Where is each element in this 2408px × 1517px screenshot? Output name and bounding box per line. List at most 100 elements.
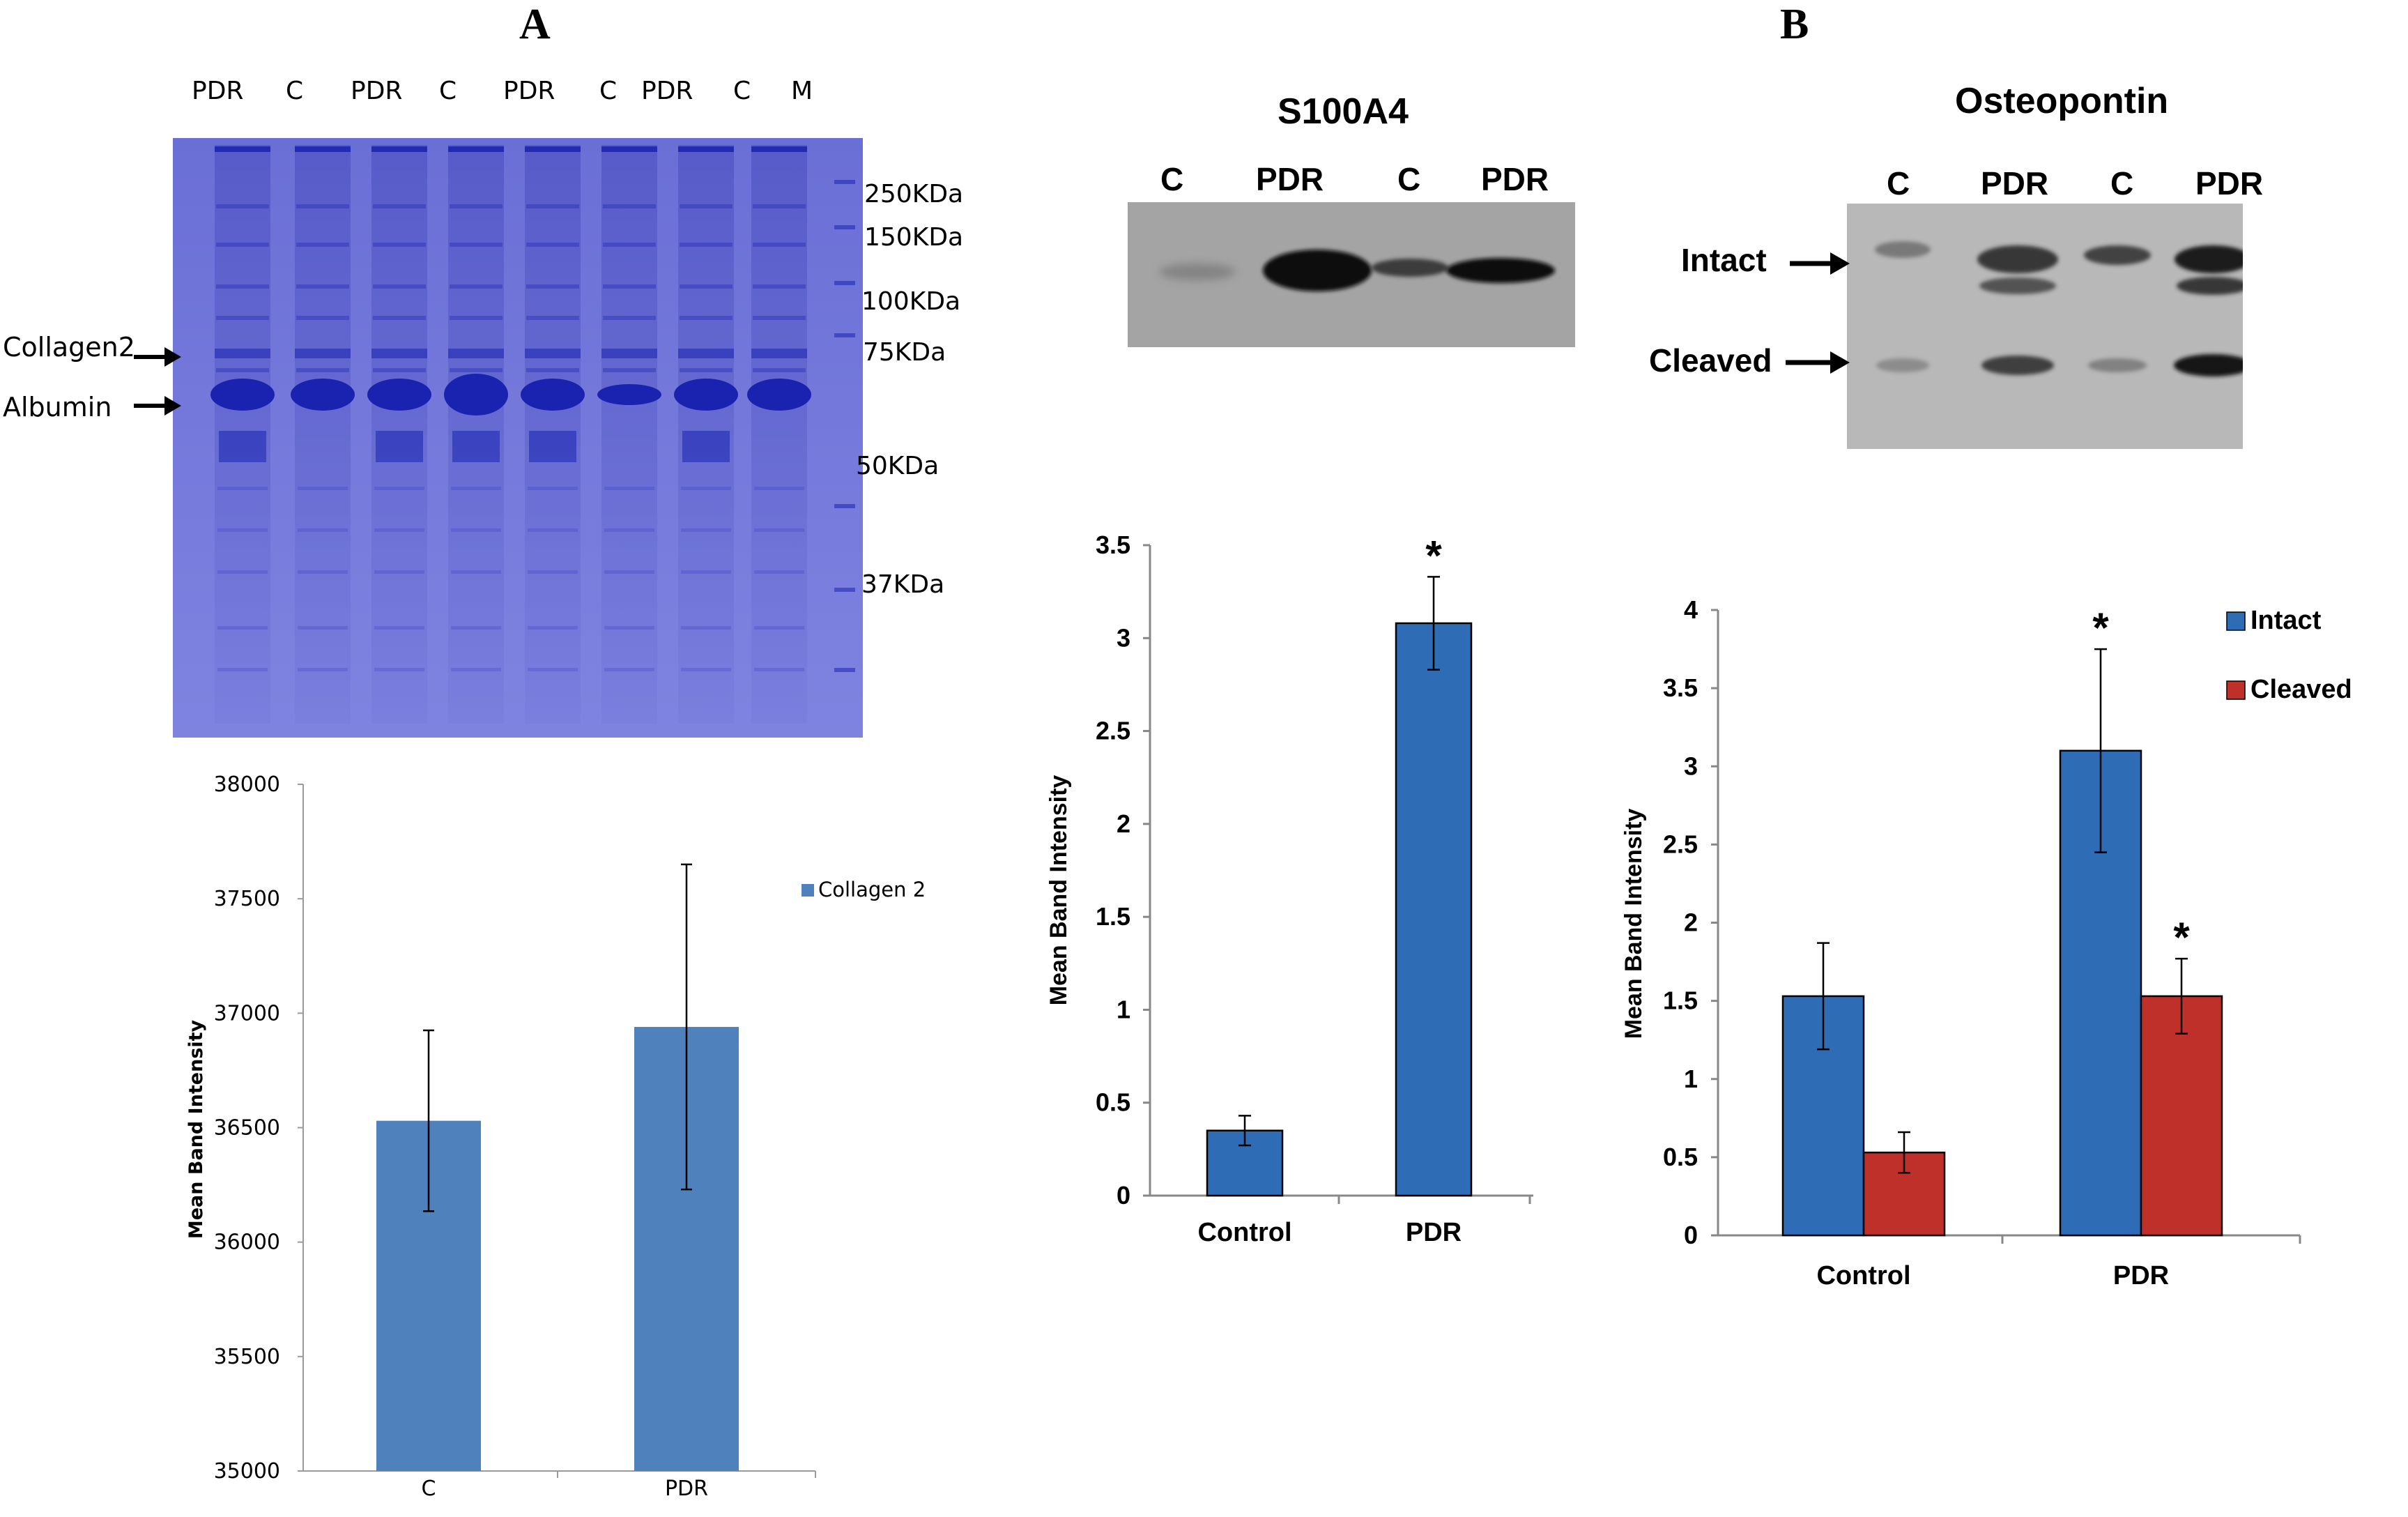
osteopontin-blot-image [1847, 204, 2243, 449]
gel-band [373, 284, 426, 289]
significance-marker: * [1425, 532, 1442, 579]
gel-band [451, 668, 501, 671]
gel-marker-band [834, 333, 855, 337]
gel-band [452, 431, 500, 462]
significance-marker: * [2092, 604, 2109, 651]
gel-band-collagen2 [371, 349, 427, 358]
gel-band [298, 487, 348, 490]
gel-lane-label: C [286, 77, 304, 105]
gel-band [680, 284, 733, 289]
y-tick-label: 3.5 [1096, 531, 1130, 559]
gel-band [374, 668, 424, 671]
gel-band [298, 528, 348, 532]
gel-band [754, 570, 804, 574]
gel-band-albumin [291, 379, 355, 411]
gel-band [298, 570, 348, 574]
gel-band [217, 528, 268, 532]
gel-band [373, 204, 426, 208]
gel-marker-label: 50KDa [856, 452, 940, 480]
gel-band [603, 243, 656, 247]
gel-band [682, 431, 730, 462]
gel-band-collagen2 [678, 349, 734, 358]
gel-band [681, 487, 731, 490]
gel-band-albumin [367, 379, 431, 411]
gel-band-albumin [444, 374, 508, 416]
y-tick-label: 37000 [214, 1001, 280, 1026]
osteopontin-blot-title: Osteopontin [1955, 81, 2169, 121]
gel-marker-label: 100KDa [861, 287, 961, 316]
gel-band [526, 368, 579, 372]
gel-band-label-collagen2: Collagen2 [3, 332, 135, 363]
gel-band [376, 431, 423, 462]
s100a4-bar-chart: 0 0.5 1 1.5 2 2.5 3 3.5 * Control PDR Mean Band … [1045, 531, 1533, 1247]
gel-band [217, 626, 268, 630]
s100a4-lane-label: C [1397, 161, 1421, 197]
gel-lane [751, 145, 807, 724]
y-tick-label: 0 [1684, 1221, 1698, 1249]
gel-band [526, 316, 579, 320]
gel-band [374, 626, 424, 630]
s100a4-lane-label: C [1160, 161, 1184, 197]
gel-lane [601, 145, 657, 724]
gel-band [371, 146, 427, 152]
gel-marker-label: 37KDa [861, 570, 945, 599]
gel-band [295, 146, 351, 152]
gel-band [529, 431, 576, 462]
gel-band [450, 368, 503, 372]
y-tick-label: 1 [1117, 995, 1130, 1023]
osteopontin-lane-label: C [1887, 165, 1910, 201]
gel-band [296, 316, 349, 320]
gel-band [528, 570, 578, 574]
significance-marker: * [2173, 914, 2190, 961]
gel-band [678, 146, 734, 152]
gel-marker-label: 150KDa [864, 223, 964, 252]
gel-band [296, 243, 349, 247]
y-tick-label: 1.5 [1663, 986, 1698, 1015]
gel-band-collagen2 [448, 349, 504, 358]
gel-band [604, 668, 654, 671]
gel-band [296, 204, 349, 208]
gel-band-collagen2 [751, 349, 807, 358]
s100a4-blot-title: S100A4 [1278, 91, 1409, 132]
gel-band [603, 204, 656, 208]
osteopontin-arrow-intact [1790, 252, 1850, 275]
legend-label-cleaved: Cleaved [2250, 675, 2352, 704]
gel-band [680, 204, 733, 208]
gel-marker-label: 250KDa [864, 180, 964, 208]
y-tick-label: 1 [1684, 1065, 1698, 1093]
gel-band-albumin [747, 379, 811, 411]
gel-band [216, 316, 269, 320]
panel-label-a: A [519, 1, 551, 48]
gel-lane-label: C [733, 77, 751, 105]
gel-band [604, 570, 654, 574]
gel-band [604, 528, 654, 532]
gel-band [680, 316, 733, 320]
gel-band [754, 487, 804, 490]
x-tick-label: Control [1816, 1261, 1910, 1290]
x-tick-label: PDR [1406, 1218, 1462, 1247]
y-tick-label: 0.5 [1663, 1143, 1698, 1171]
x-tick-label: C [422, 1477, 436, 1501]
gel-band-collagen2 [215, 349, 270, 358]
gel-band [373, 316, 426, 320]
gel-band [681, 668, 731, 671]
gel-band [681, 528, 731, 532]
gel-band-albumin [521, 379, 585, 411]
gel-band [296, 368, 349, 372]
s100a4-blot-image [1128, 202, 1575, 347]
s100a4-lane-label: PDR [1481, 161, 1549, 197]
gel-band-collagen2 [601, 349, 657, 358]
gel-band [681, 570, 731, 574]
y-tick-label: 2.5 [1096, 717, 1130, 745]
gel-marker-band [834, 588, 855, 592]
gel-band [217, 487, 268, 490]
gel-band [296, 284, 349, 289]
gel-band [680, 368, 733, 372]
gel-band [219, 431, 266, 462]
gel-marker-band [834, 180, 855, 184]
osteopontin-lane-label: PDR [2195, 165, 2264, 201]
y-tick-label: 2 [1117, 809, 1130, 838]
gel-band [215, 146, 270, 152]
gel-band-label-albumin: Albumin [3, 392, 112, 422]
y-axis-title: Mean Band Intensity [1045, 775, 1072, 1006]
